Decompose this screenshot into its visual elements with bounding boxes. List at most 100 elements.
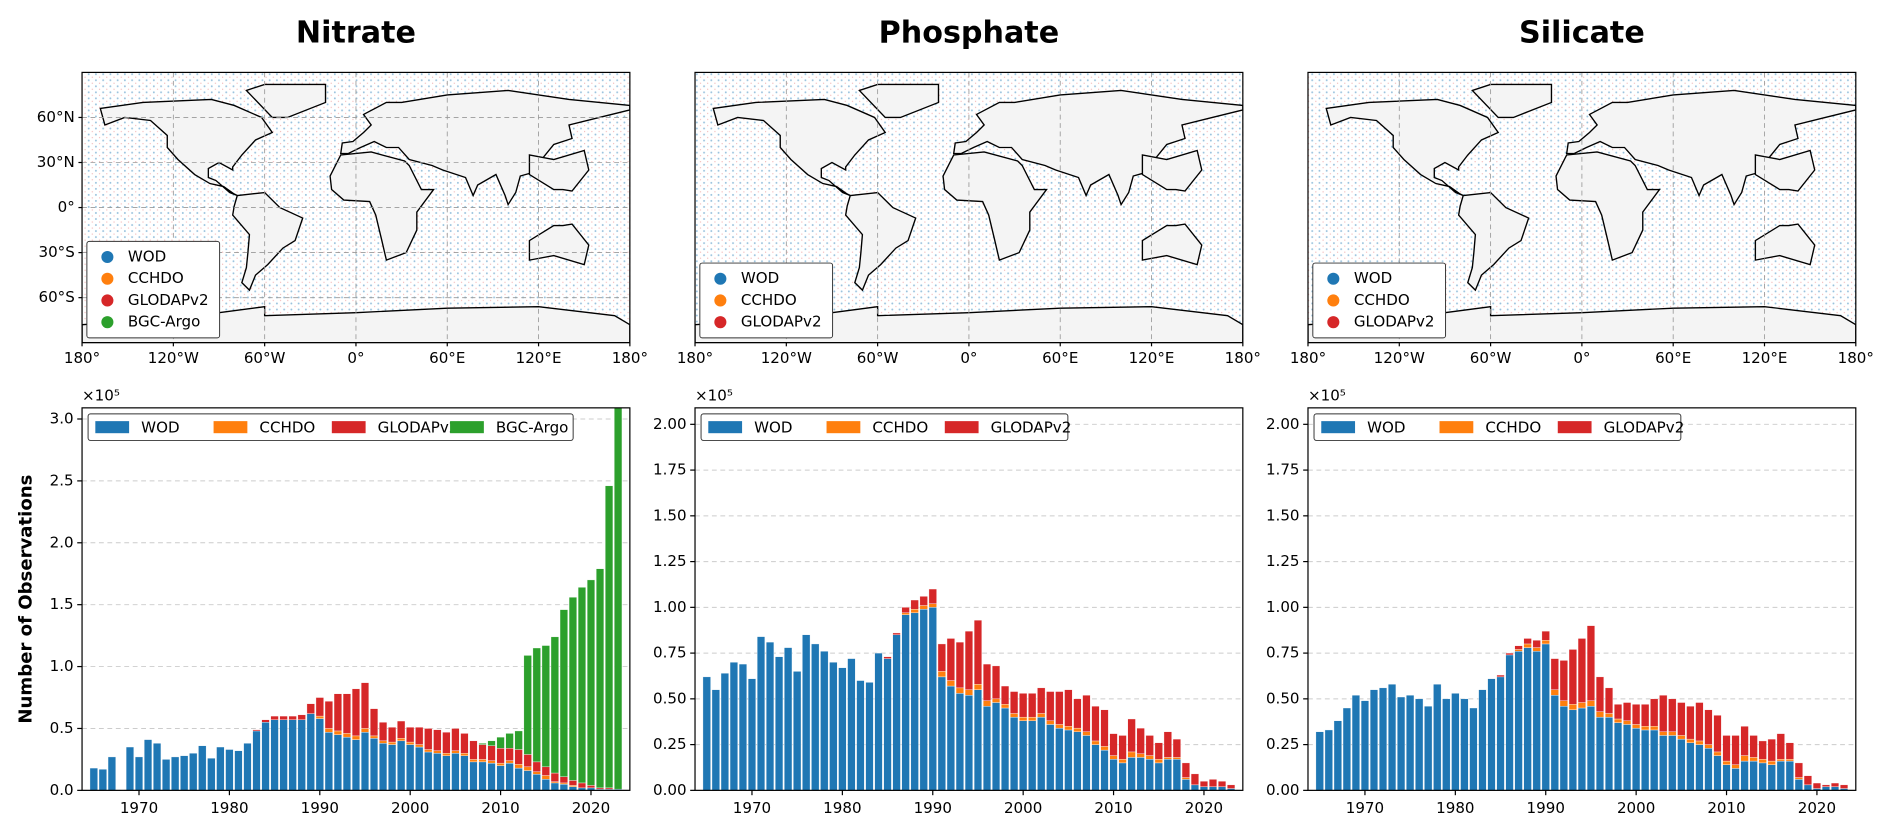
- bar: [1614, 718, 1623, 723]
- bar: [460, 755, 469, 791]
- bar: [478, 761, 487, 791]
- bar: [1577, 707, 1586, 791]
- bar: [955, 693, 964, 791]
- bar: [1559, 705, 1568, 791]
- x-tick-label: 1980: [1436, 799, 1474, 817]
- bar: [1641, 704, 1650, 727]
- bar: [992, 702, 1001, 791]
- bar: [279, 715, 288, 720]
- bar: [1378, 687, 1388, 791]
- bar: [1064, 729, 1073, 791]
- y-tick-label: 30°N: [37, 153, 75, 171]
- bar: [98, 769, 107, 791]
- bar: [1767, 738, 1776, 762]
- bar: [1145, 735, 1154, 756]
- bar: [1055, 727, 1064, 791]
- legend-label: CCHDO: [1485, 418, 1541, 436]
- bar: [171, 756, 180, 791]
- bar: [460, 753, 469, 756]
- y-tick-label: 30°S: [39, 243, 75, 261]
- bar: [505, 748, 514, 761]
- bar: [1451, 693, 1460, 791]
- legend-label: WOD: [128, 248, 166, 266]
- bar: [496, 762, 505, 766]
- x-tick-label: 60°E: [1655, 349, 1691, 367]
- bar: [1794, 762, 1803, 778]
- bar: [315, 718, 324, 791]
- bar: [559, 782, 568, 785]
- bar: [1496, 674, 1505, 678]
- bar: [1595, 716, 1604, 791]
- bar: [270, 715, 279, 720]
- legend-box: [699, 262, 834, 339]
- bar: [1136, 727, 1145, 754]
- x-tick-label: 180°: [64, 349, 100, 367]
- bar: [442, 753, 451, 756]
- bar: [1064, 689, 1073, 727]
- bar: [451, 753, 460, 791]
- bar: [1010, 691, 1019, 714]
- legend-label: CCHDO: [128, 269, 184, 287]
- bar: [1019, 720, 1028, 791]
- bar: [523, 754, 532, 768]
- bar: [919, 596, 928, 606]
- bar: [1532, 647, 1541, 652]
- bar: [541, 766, 550, 776]
- bar: [1100, 749, 1109, 791]
- bar: [550, 636, 559, 774]
- bar: [1722, 735, 1731, 762]
- bar: [1100, 709, 1109, 747]
- y-tick-label: 0.75: [653, 644, 687, 662]
- bar: [351, 739, 360, 791]
- bar: [1460, 698, 1469, 791]
- y-tick-label: 0.25: [1266, 735, 1300, 753]
- x-tick-label: 60°W: [244, 349, 286, 367]
- legend-swatch: [213, 421, 248, 434]
- bar: [532, 771, 541, 775]
- bar: [577, 587, 586, 784]
- bar: [234, 750, 243, 791]
- x-tick-label: 1970: [733, 799, 771, 817]
- bar: [442, 731, 451, 754]
- bar: [541, 775, 550, 780]
- bar: [928, 607, 937, 791]
- bar: [360, 731, 370, 791]
- bar: [532, 774, 541, 791]
- bar: [982, 700, 992, 707]
- bar: [964, 630, 973, 690]
- bar: [1218, 781, 1227, 787]
- legend-box: [700, 413, 1069, 441]
- bar: [1154, 759, 1163, 764]
- bar: [1163, 757, 1172, 760]
- legend-box: [86, 240, 221, 339]
- bar: [1523, 643, 1532, 648]
- x-tick-label: 60°W: [857, 349, 899, 367]
- bar: [892, 632, 901, 635]
- x-tick-label: 180°: [612, 349, 648, 367]
- bar: [1713, 751, 1722, 756]
- bar: [1550, 695, 1559, 791]
- legend-marker: [101, 294, 114, 307]
- bar: [1614, 722, 1623, 791]
- bar: [451, 728, 460, 751]
- bar: [478, 744, 487, 760]
- bar: [964, 695, 973, 791]
- bar: [324, 728, 333, 733]
- bar: [1659, 695, 1668, 732]
- bar: [1351, 695, 1360, 791]
- bar: [1740, 726, 1749, 756]
- bar: [928, 588, 937, 604]
- bar: [820, 651, 829, 791]
- bar: [532, 761, 541, 772]
- bar: [1740, 755, 1749, 762]
- bar: [1406, 695, 1415, 791]
- bar: [550, 772, 559, 782]
- bar: [333, 730, 342, 735]
- legend-swatch: [708, 421, 743, 434]
- bar: [946, 680, 955, 687]
- bar: [1010, 713, 1019, 718]
- bar: [270, 719, 279, 791]
- bar: [424, 749, 433, 753]
